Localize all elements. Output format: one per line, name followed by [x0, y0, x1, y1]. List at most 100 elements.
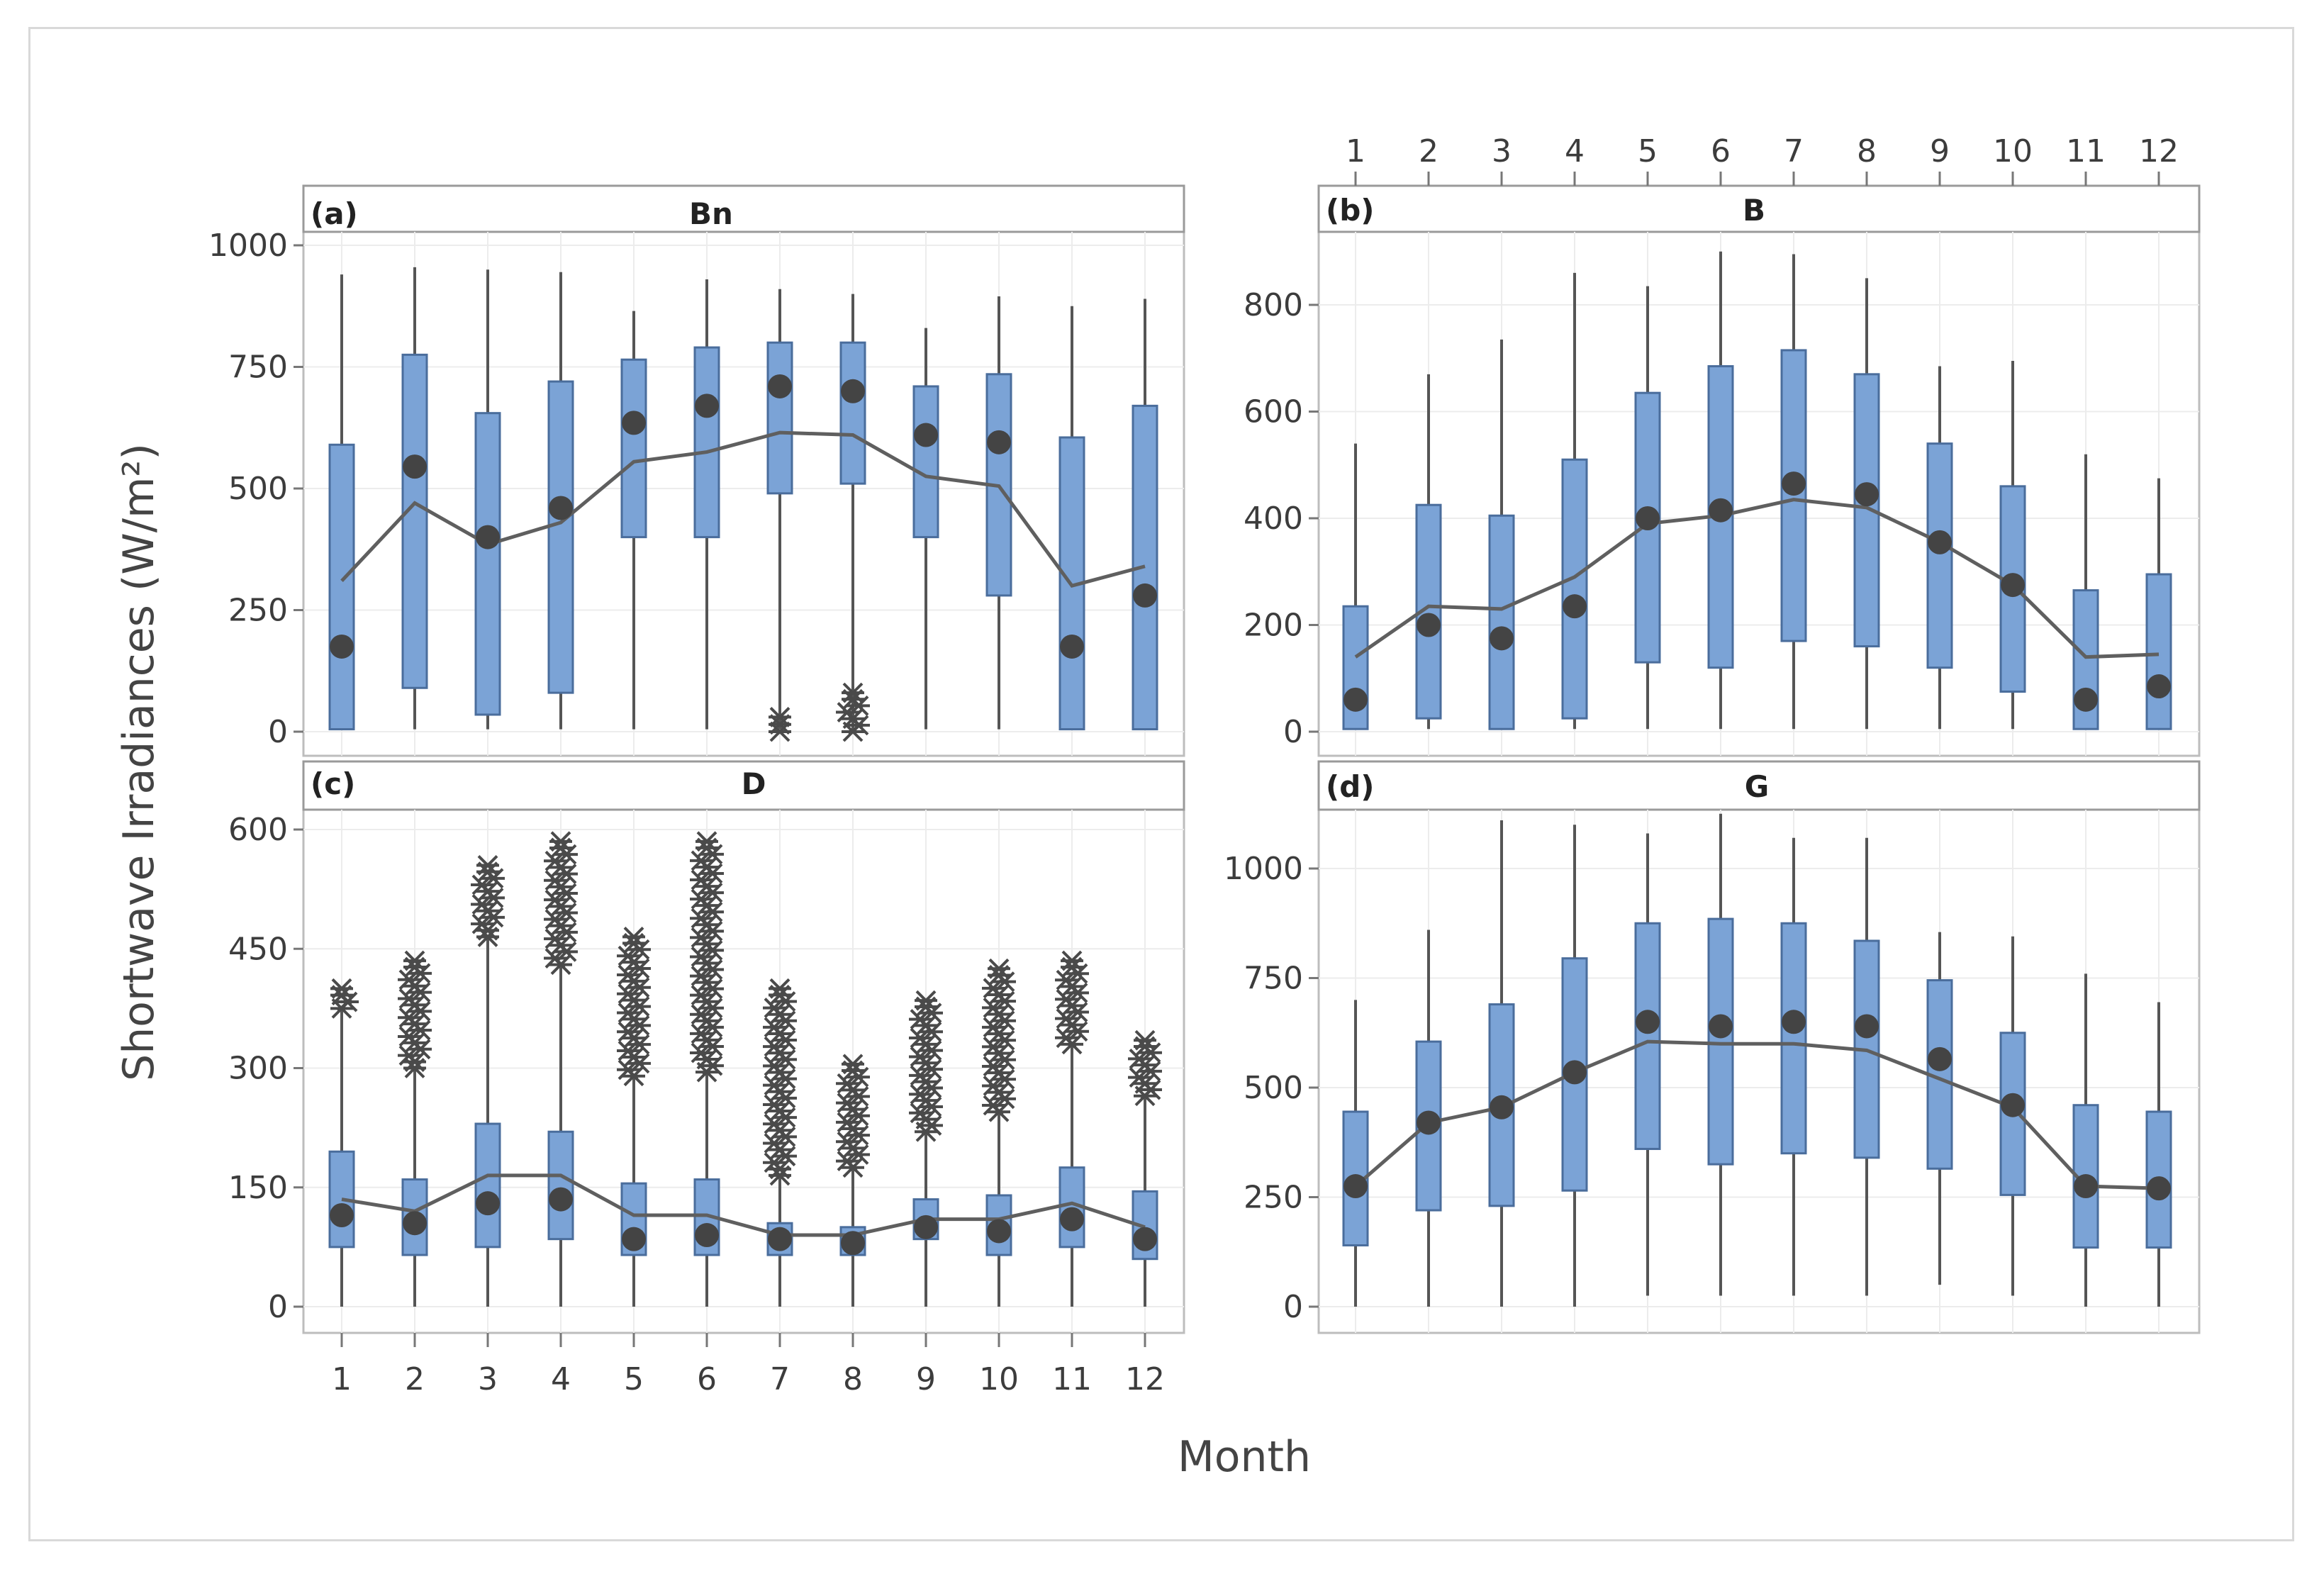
y-tick-label: 1000: [1224, 851, 1303, 887]
x-tick-label: 4: [551, 1361, 571, 1397]
mean-point-month-12: [1133, 583, 1157, 608]
x-tick-label: 8: [843, 1361, 863, 1397]
mean-point-month-2: [403, 454, 427, 479]
panel-a: (a) Bn 0 250 500 750 1000: [208, 184, 1185, 757]
y-tick-label: 600: [1244, 394, 1303, 430]
y-tick-label: 250: [1244, 1180, 1303, 1216]
box-month-6: [693, 346, 720, 539]
mean-point-month-7: [768, 1227, 792, 1251]
outliers-month-3: [471, 855, 505, 947]
box-month-9: [912, 385, 939, 539]
panel-label-a: (a): [311, 196, 358, 231]
box-month-4: [1561, 458, 1588, 720]
mean-point-month-4: [549, 1187, 573, 1212]
x-tick-label: 7: [770, 1361, 790, 1397]
x-tick-label: 5: [1638, 133, 1658, 169]
y-tick-label: 400: [1244, 501, 1303, 537]
mean-point-month-8: [1855, 482, 1879, 507]
mean-point-month-3: [1490, 626, 1514, 651]
mean-point-month-7: [768, 374, 792, 398]
mean-point-month-5: [1636, 1010, 1660, 1034]
outlier-marker: [769, 1165, 791, 1186]
x-tick-label: 11: [1052, 1361, 1092, 1397]
x-axis-title: Month: [1178, 1432, 1311, 1482]
connect-line-g: [1354, 1039, 2160, 1190]
outliers-month-7: [763, 978, 797, 1186]
mean-point-month-5: [622, 411, 646, 435]
outliers-month-9: [909, 990, 943, 1142]
panel-title-bn: Bn: [689, 196, 733, 231]
x-tick-label: 9: [916, 1361, 936, 1397]
mean-point-month-11: [1060, 634, 1084, 659]
mean-point-month-4: [1563, 594, 1587, 619]
mean-point-month-8: [841, 1231, 865, 1256]
mean-point-month-5: [622, 1227, 646, 1251]
box-month-4: [547, 380, 574, 694]
outlier-marker: [622, 1066, 645, 1087]
box-month-4: [547, 1130, 574, 1241]
outliers-month-8: [836, 1054, 870, 1178]
x-tick-label: 3: [478, 1361, 498, 1397]
x-tick-label: 10: [979, 1361, 1019, 1397]
panel-title-g: G: [1745, 769, 1769, 804]
x-tick-label: 4: [1565, 133, 1585, 169]
figure-frame: [28, 27, 2294, 1541]
outlier-marker: [403, 1058, 426, 1078]
outlier-marker: [330, 998, 353, 1019]
panel-label-b: (b): [1326, 193, 1374, 228]
strip-header-bn: [302, 184, 1185, 233]
outliers-month-7: [769, 707, 791, 742]
plot-area-d: [302, 808, 1185, 1334]
mean-point-month-4: [1563, 1060, 1587, 1085]
box-month-12: [2145, 573, 2172, 730]
mean-point-month-12: [2147, 1176, 2171, 1201]
box-month-3: [474, 1122, 501, 1249]
panel-title-d: D: [742, 766, 766, 801]
x-tick-label: 10: [1993, 133, 2033, 169]
outliers-month-10: [982, 958, 1016, 1122]
y-tick-label: 750: [228, 350, 288, 386]
mean-point-month-7: [1782, 1010, 1806, 1034]
y-tick-label: 800: [1244, 287, 1303, 323]
mean-point-month-11: [2074, 1174, 2098, 1199]
box-month-9: [1926, 442, 1953, 669]
outliers-month-8: [836, 682, 870, 742]
box-month-6: [1707, 917, 1734, 1166]
outlier-marker: [988, 1101, 1010, 1122]
mean-point-month-1: [1343, 687, 1368, 712]
mean-point-month-10: [2001, 1093, 2025, 1117]
y-tick-label: 0: [1283, 1289, 1303, 1325]
panel-label-d: (d): [1326, 769, 1374, 804]
mean-point-month-6: [695, 393, 719, 418]
x-tick-label: 2: [1419, 133, 1438, 169]
x-tick-label: 7: [1784, 133, 1804, 169]
mean-point-month-11: [1060, 1207, 1084, 1232]
mean-point-month-2: [403, 1211, 427, 1236]
mean-point-month-7: [1782, 471, 1806, 496]
x-tick-label: 12: [2139, 133, 2179, 169]
x-tick-label: 1: [332, 1361, 352, 1397]
outliers-month-6: [690, 831, 724, 1083]
strip-header-b: [1317, 184, 2201, 233]
outliers-month-4: [544, 831, 578, 976]
outlier-marker: [769, 721, 791, 742]
x-tick-label: 8: [1857, 133, 1877, 169]
box-month-7: [1780, 922, 1807, 1155]
mean-point-month-10: [987, 1219, 1011, 1244]
mean-point-month-10: [987, 430, 1011, 454]
outlier-marker: [476, 927, 499, 947]
strip-header-d: [302, 760, 1185, 811]
box-month-7: [766, 341, 793, 495]
plot-area-g: [1317, 808, 2201, 1334]
mean-point-month-1: [330, 1203, 354, 1228]
mean-point-month-1: [330, 634, 354, 659]
mean-point-month-6: [1709, 1014, 1733, 1039]
y-tick-label: 200: [1244, 608, 1303, 644]
mean-point-month-9: [914, 423, 938, 447]
y-tick-label: 0: [1283, 714, 1303, 750]
mean-point-month-8: [841, 379, 865, 403]
outliers-month-1: [330, 978, 359, 1019]
